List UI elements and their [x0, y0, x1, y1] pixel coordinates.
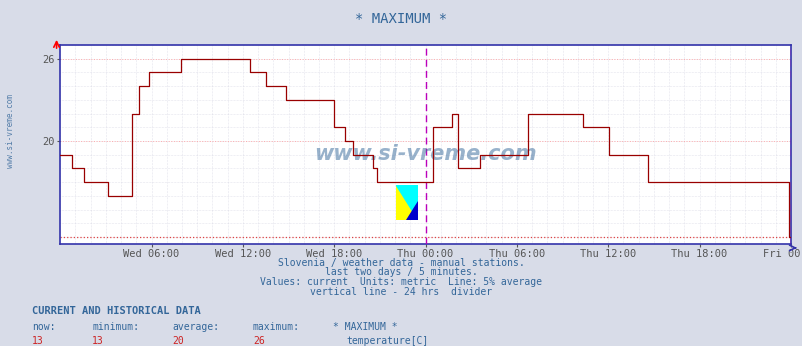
Text: Slovenia / weather data - manual stations.: Slovenia / weather data - manual station…: [277, 258, 525, 268]
Text: vertical line - 24 hrs  divider: vertical line - 24 hrs divider: [310, 287, 492, 297]
Polygon shape: [395, 185, 418, 220]
Text: last two days / 5 minutes.: last two days / 5 minutes.: [325, 267, 477, 277]
Text: 26: 26: [253, 336, 265, 346]
Polygon shape: [395, 185, 418, 220]
Text: now:: now:: [32, 322, 55, 333]
Text: temperature[C]: temperature[C]: [346, 336, 428, 346]
Text: maximum:: maximum:: [253, 322, 300, 333]
Text: 20: 20: [172, 336, 184, 346]
Text: Values: current  Units: metric  Line: 5% average: Values: current Units: metric Line: 5% a…: [260, 277, 542, 287]
Text: CURRENT AND HISTORICAL DATA: CURRENT AND HISTORICAL DATA: [32, 306, 200, 316]
Text: average:: average:: [172, 322, 220, 333]
Text: 13: 13: [32, 336, 44, 346]
Text: * MAXIMUM *: * MAXIMUM *: [355, 12, 447, 26]
Text: * MAXIMUM *: * MAXIMUM *: [333, 322, 397, 333]
Polygon shape: [406, 201, 418, 220]
Text: 13: 13: [92, 336, 104, 346]
Text: minimum:: minimum:: [92, 322, 140, 333]
Text: www.si-vreme.com: www.si-vreme.com: [6, 94, 15, 169]
Text: www.si-vreme.com: www.si-vreme.com: [314, 144, 537, 164]
